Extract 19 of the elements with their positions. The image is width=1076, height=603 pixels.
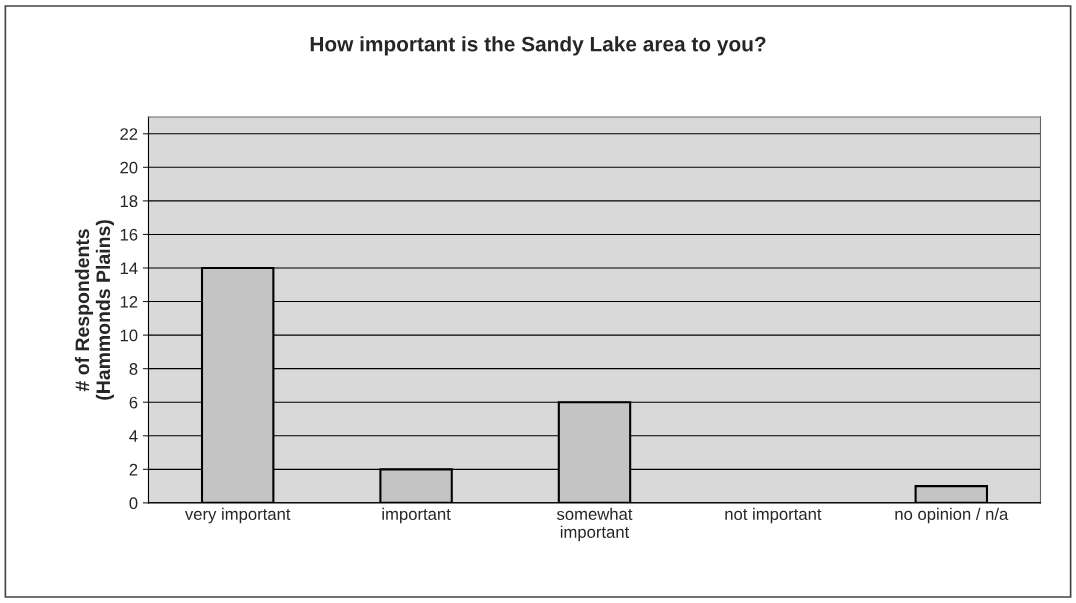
y-tick-label: 14 (120, 262, 138, 275)
y-tick-label: 10 (120, 329, 138, 342)
y-tick-label: 6 (129, 396, 138, 409)
x-tick-label: not important (725, 507, 822, 524)
chart-title: How important is the Sandy Lake area to you? (310, 36, 766, 56)
y-tick-label: 16 (120, 228, 138, 241)
y-tick-label: 20 (120, 161, 138, 174)
y-tick-label: 0 (129, 497, 138, 510)
y-tick-label: 4 (129, 430, 138, 442)
x-tick-label: important (382, 507, 451, 524)
y-tick-label: 22 (120, 128, 138, 140)
x-tick-label: somewhat important (556, 507, 633, 542)
y-axis-title: # of Respondents (Hammonds Plains) (74, 220, 114, 400)
x-tick-label: very important (184, 507, 291, 524)
y-tick-label: 12 (120, 295, 138, 308)
y-tick-label: 2 (129, 463, 138, 476)
y-tick-label: 18 (120, 195, 138, 208)
x-tick-label: no opinion / n/a (895, 507, 1009, 524)
y-tick-label: 8 (129, 363, 138, 375)
